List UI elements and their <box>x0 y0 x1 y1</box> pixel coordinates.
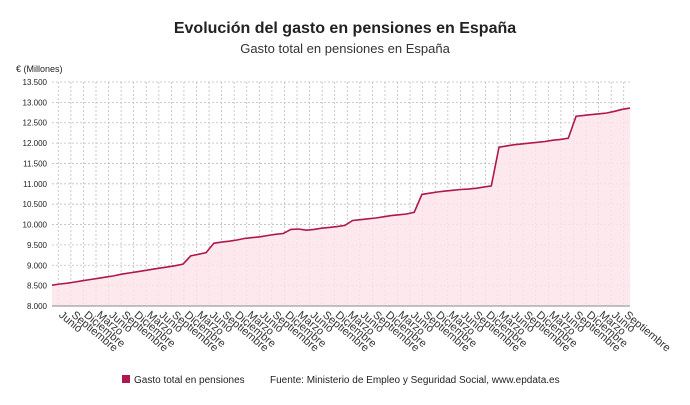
y-tick-label: 9.000 <box>27 261 48 270</box>
series-area <box>52 108 630 306</box>
source-note: Fuente: Ministerio de Empleo y Seguridad… <box>270 375 560 386</box>
y-axis-unit-label: € (Millones) <box>16 64 63 74</box>
chart-title: Evolución del gasto en pensiones en Espa… <box>174 20 516 37</box>
series-line <box>51 107 631 286</box>
legend-swatch <box>122 375 130 383</box>
series-area-fill <box>52 108 630 306</box>
series-line-path <box>51 107 631 286</box>
x-axis: JunioSeptiembreDiciembreMarzoJunioSeptie… <box>52 305 673 354</box>
legend-label: Gasto total en pensiones <box>134 375 245 386</box>
legend: Gasto total en pensiones Fuente: Ministe… <box>122 375 560 386</box>
y-tick-label: 12.500 <box>23 119 48 128</box>
y-tick-label: 13.500 <box>23 78 48 87</box>
y-tick-label: 8.500 <box>27 282 48 291</box>
y-tick-label: 13.000 <box>23 98 48 107</box>
y-tick-label: 9.500 <box>27 241 48 250</box>
y-tick-label: 12.000 <box>23 139 48 148</box>
y-tick-label: 11.000 <box>23 180 47 189</box>
y-tick-label: 10.500 <box>23 200 48 209</box>
chart-subtitle: Gasto total en pensiones en España <box>240 41 450 56</box>
y-axis: 8.000 8.500 9.000 9.500 10.000 10.500 11.000 11… <box>23 78 48 311</box>
y-tick-label: 8.000 <box>27 302 48 311</box>
y-tick-label: 10.000 <box>23 221 48 230</box>
y-tick-label: 11.500 <box>23 159 47 168</box>
